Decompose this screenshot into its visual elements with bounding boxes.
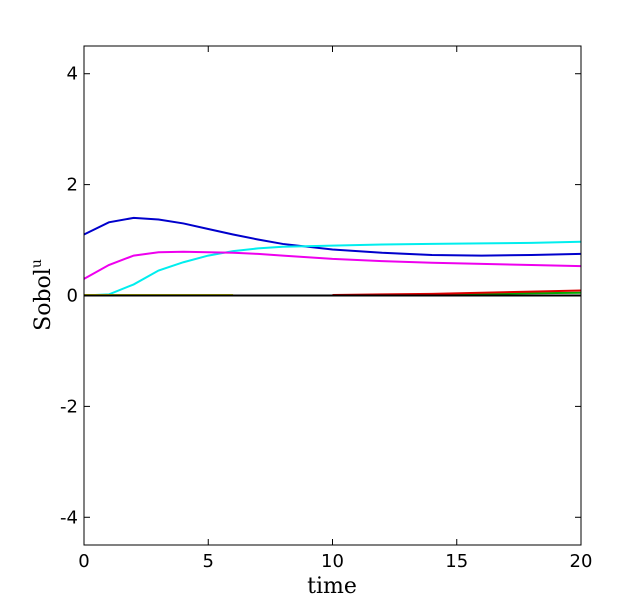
y-tick-label: 0 — [67, 286, 78, 307]
x-tick-label: 0 — [78, 551, 89, 572]
y-tick-label: 2 — [67, 175, 78, 196]
line-series — [83, 250, 582, 280]
y-tick-label: 4 — [67, 64, 78, 85]
x-tick-label: 5 — [203, 551, 214, 572]
line-series — [83, 216, 582, 257]
y-axis-label-sup: u — [29, 259, 45, 268]
y-tick-label: -4 — [60, 507, 78, 528]
x-tick-label: 10 — [321, 551, 344, 572]
y-tick-label: -2 — [60, 396, 78, 417]
x-tick-label: 20 — [570, 551, 593, 572]
y-axis-label: Sobolu — [29, 259, 56, 331]
x-axis-label: time — [307, 574, 357, 599]
x-tick-label: 15 — [445, 551, 468, 572]
line-series — [332, 289, 582, 296]
line-series — [83, 240, 582, 297]
y-axis-label-main: Sobol — [31, 268, 56, 331]
y-axis-label-group: Sobolu — [29, 259, 56, 331]
